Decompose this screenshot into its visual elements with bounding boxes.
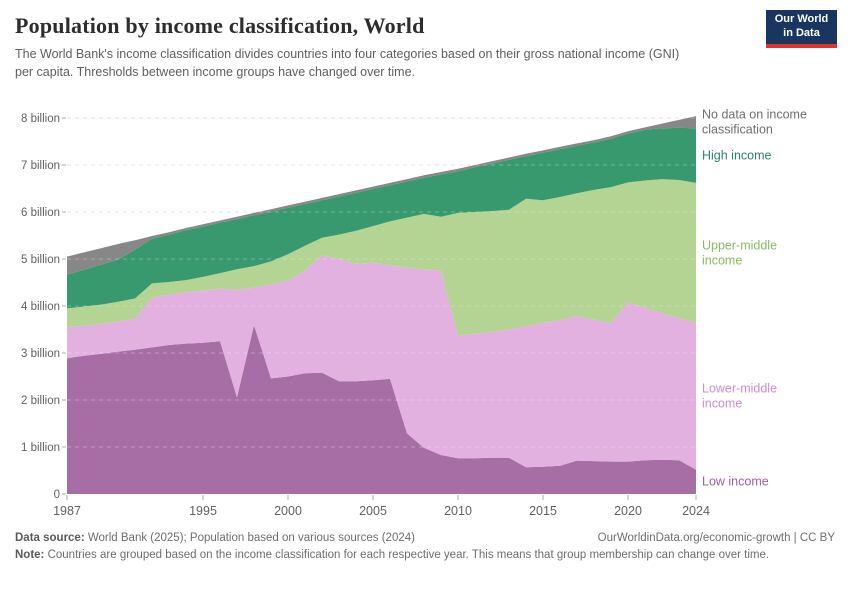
note-label: Note:: [15, 549, 45, 561]
legend-label-lower-middle-income[interactable]: Lower-middle income: [702, 381, 778, 410]
owid-logo[interactable]: Our World in Data: [766, 10, 837, 48]
x-axis-label: 1987: [53, 504, 81, 518]
x-axis-label: 2020: [614, 504, 642, 518]
x-axis-label: 2005: [359, 504, 387, 518]
owid-logo-line1: Our World: [774, 13, 829, 26]
x-axis-label: 2015: [529, 504, 557, 518]
legend-label-upper-middle-income[interactable]: Upper-middle income: [702, 238, 778, 267]
area-no-data-on-income-classification[interactable]: [67, 116, 696, 275]
chart-footer: Data source: World Bank (2025); Populati…: [15, 532, 835, 564]
chart-header: Population by income classification, Wor…: [0, 0, 850, 82]
area-high-income[interactable]: [67, 127, 696, 309]
y-axis-label: 0: [54, 489, 60, 501]
legend-label-high-income[interactable]: High income: [702, 148, 772, 163]
y-axis-label: 8 billion: [21, 113, 60, 125]
data-source-label: Data source:: [15, 532, 85, 544]
x-axis-label: 2000: [274, 504, 302, 518]
data-source-line: Data source: World Bank (2025); Populati…: [15, 532, 415, 544]
x-axis-label: 2010: [444, 504, 472, 518]
owid-logo-line2: in Data: [783, 27, 820, 39]
y-axis-label: 7 billion: [21, 160, 60, 172]
y-axis-label: 4 billion: [21, 301, 60, 313]
chart-subtitle: The World Bank's income classification d…: [15, 47, 680, 79]
y-axis-label: 6 billion: [21, 207, 60, 219]
note-text: Countries are grouped based on the incom…: [44, 549, 770, 561]
x-axis-label: 1995: [189, 504, 217, 518]
area-lower-middle-income[interactable]: [67, 255, 696, 470]
x-axis-label: 2024: [682, 504, 710, 518]
y-axis-label: 3 billion: [21, 348, 60, 360]
area-upper-middle-income[interactable]: [67, 179, 696, 336]
area-low-income[interactable]: [67, 325, 696, 494]
legend-label-low-income[interactable]: Low income: [702, 474, 769, 489]
y-axis-label: 1 billion: [21, 442, 60, 454]
y-axis-label: 2 billion: [21, 395, 60, 407]
data-source-text: World Bank (2025); Population based on v…: [84, 532, 415, 544]
page-title: Population by income classification, Wor…: [15, 13, 425, 38]
legend-label-no-data-on-income-classification[interactable]: No data on income classification: [702, 107, 807, 136]
owid-attribution-link[interactable]: OurWorldinData.org/economic-growth | CC …: [597, 532, 835, 544]
y-axis-label: 5 billion: [21, 254, 60, 266]
